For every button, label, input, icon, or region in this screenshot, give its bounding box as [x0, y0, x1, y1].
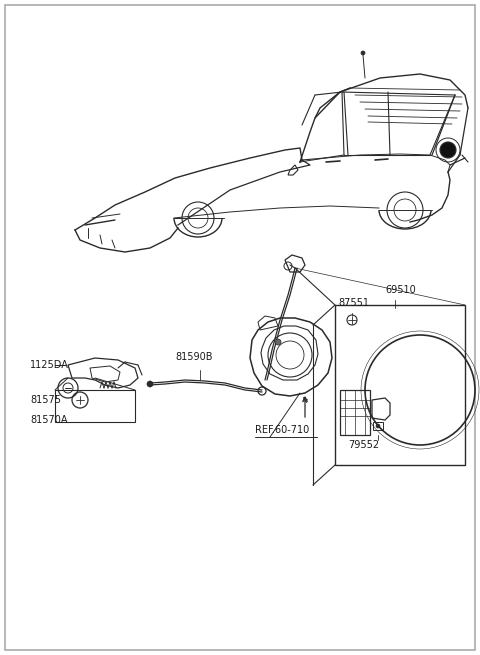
Circle shape	[440, 142, 456, 158]
Bar	[335, 305, 465, 465]
Text: 81590B: 81590B	[175, 352, 213, 362]
Bar	[340, 390, 370, 435]
Circle shape	[376, 424, 380, 428]
Text: REF.60-710: REF.60-710	[255, 425, 309, 435]
Text: 81570A: 81570A	[30, 415, 68, 425]
Text: 81575: 81575	[30, 395, 61, 405]
Bar	[55, 390, 135, 422]
Circle shape	[361, 51, 365, 55]
Circle shape	[147, 381, 153, 387]
Circle shape	[275, 339, 281, 345]
Text: 1125DA: 1125DA	[30, 360, 69, 370]
Text: 87551: 87551	[338, 298, 369, 308]
Text: 79552: 79552	[348, 440, 379, 450]
Bar	[373, 422, 383, 430]
Text: 69510: 69510	[385, 285, 416, 295]
